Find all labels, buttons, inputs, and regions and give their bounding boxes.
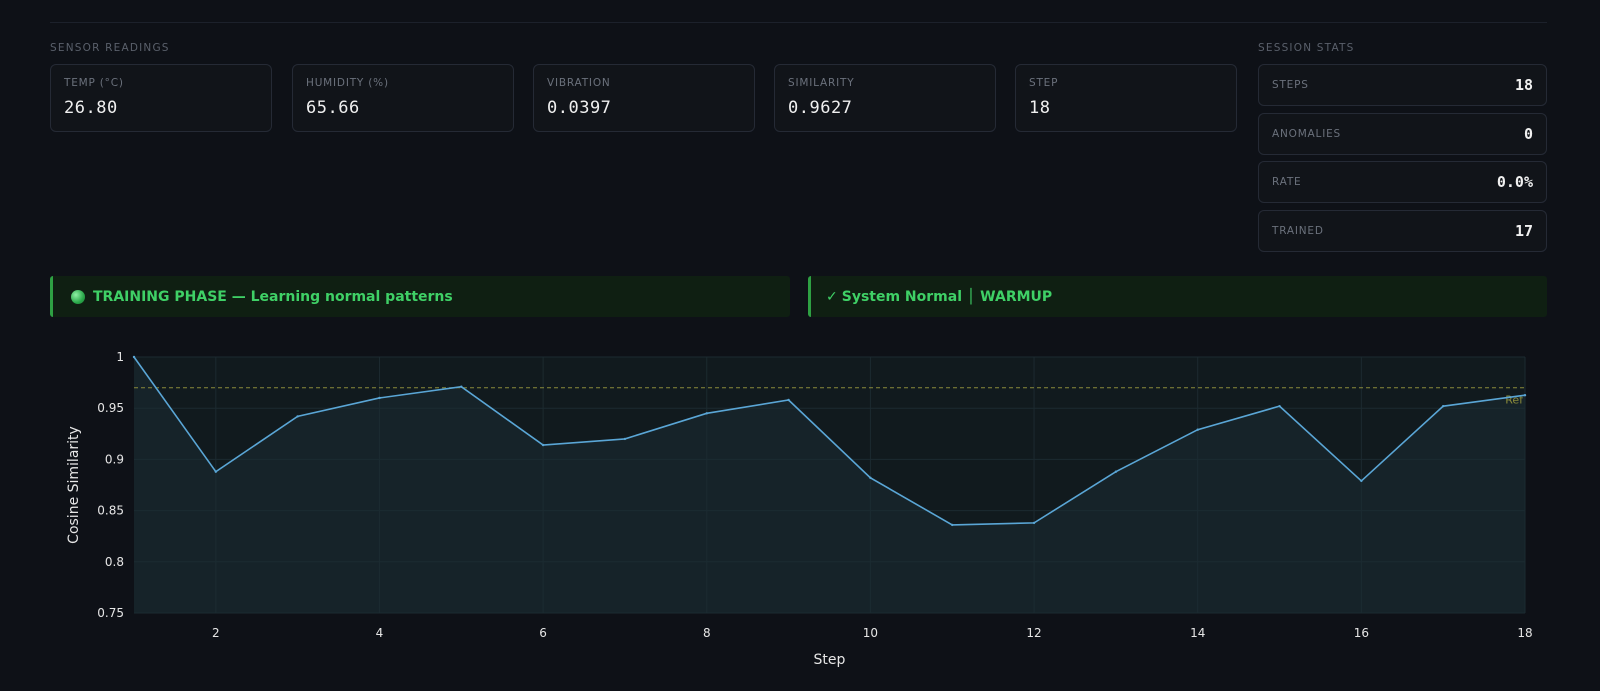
data-point <box>1196 428 1199 431</box>
data-point <box>951 523 954 527</box>
card-value: 0.0397 <box>547 98 612 118</box>
sensor-card-similarity: SIMILARITY 0.9627 <box>774 64 996 132</box>
x-tick-label: 16 <box>1354 626 1369 640</box>
x-tick-labels: 2 4 6 8 10 12 14 16 18 <box>212 626 1533 640</box>
x-tick-label: 6 <box>539 626 547 640</box>
card-value: 65.66 <box>306 98 360 118</box>
data-point <box>460 385 463 388</box>
sensor-card-vibration: VIBRATION 0.0397 <box>533 64 755 132</box>
y-tick-label: 0.75 <box>97 606 124 620</box>
data-points <box>132 355 1527 527</box>
stat-value: 0 <box>1523 125 1533 143</box>
stat-value: 17 <box>1514 222 1533 240</box>
data-point <box>378 396 381 400</box>
stat-label: TRAINED <box>1272 225 1324 237</box>
x-tick-label: 18 <box>1517 626 1532 640</box>
y-tick-labels: 0.75 0.8 0.85 0.9 0.95 1 <box>97 350 124 620</box>
card-value: 18 <box>1029 98 1051 118</box>
stat-label: RATE <box>1272 176 1302 188</box>
training-phase-banner: TRAINING PHASE — Learning normal pattern… <box>50 276 790 317</box>
data-point <box>541 443 545 447</box>
y-axis-label: Cosine Similarity <box>66 426 82 544</box>
card-value: 26.80 <box>64 98 118 118</box>
y-tick-label: 0.95 <box>97 401 124 415</box>
card-label: STEP <box>1029 77 1059 89</box>
x-tick-label: 2 <box>212 626 220 640</box>
data-point <box>1278 404 1281 408</box>
data-point <box>132 355 136 359</box>
similarity-chart: Ref 2 4 6 8 10 12 14 16 18 0.750.80.850.90.951 S… <box>66 350 1533 668</box>
data-point <box>1523 393 1527 397</box>
session-stats-title: SESSION STATS <box>1258 42 1355 54</box>
stat-rate: RATE 0.0% <box>1258 161 1547 203</box>
check-icon: ✓ <box>826 288 838 305</box>
similarity-line <box>133 356 1526 526</box>
data-point <box>869 476 872 480</box>
y-tick-label: 0.8 <box>105 555 124 569</box>
stat-label: ANOMALIES <box>1272 128 1341 140</box>
stat-trained: TRAINED 17 <box>1258 210 1547 252</box>
data-point <box>296 415 299 418</box>
top-divider <box>50 22 1547 23</box>
card-label: VIBRATION <box>547 77 611 89</box>
data-point <box>1360 479 1363 483</box>
y-tick-label: 0.85 <box>97 504 124 518</box>
data-point <box>214 470 218 473</box>
card-value: 0.9627 <box>788 98 853 118</box>
x-tick-label: 14 <box>1190 626 1205 640</box>
green-dot-icon <box>71 289 85 304</box>
x-tick-label: 10 <box>863 626 878 640</box>
similarity-area <box>134 357 1525 613</box>
x-tick-label: 8 <box>703 626 711 640</box>
stat-steps: STEPS 18 <box>1258 64 1547 106</box>
data-point <box>1032 521 1036 525</box>
stat-anomalies: ANOMALIES 0 <box>1258 113 1547 155</box>
x-tick-label: 12 <box>1026 626 1041 640</box>
training-phase-text: TRAINING PHASE — Learning normal pattern… <box>93 288 453 305</box>
stat-label: STEPS <box>1272 79 1309 91</box>
data-point <box>1441 404 1445 408</box>
sensor-card-step: STEP 18 <box>1015 64 1237 132</box>
x-tick-label: 4 <box>376 626 384 640</box>
card-label: SIMILARITY <box>788 77 855 89</box>
sensor-card-temp: TEMP (°C) 26.80 <box>50 64 272 132</box>
card-label: TEMP (°C) <box>64 77 124 89</box>
data-point <box>1114 470 1118 473</box>
system-status-text: System Normal │ WARMUP <box>841 288 1053 305</box>
data-point <box>623 437 627 441</box>
data-point <box>705 412 708 415</box>
card-label: HUMIDITY (%) <box>306 77 389 89</box>
system-status-banner: ✓ System Normal │ WARMUP <box>808 276 1547 317</box>
data-point <box>787 398 790 402</box>
stat-value: 0.0% <box>1496 173 1533 191</box>
y-tick-label: 0.9 <box>105 452 124 466</box>
y-tick-label: 1 <box>116 350 124 364</box>
x-axis-label: Step <box>814 652 846 668</box>
stat-value: 18 <box>1514 76 1533 94</box>
sensor-readings-title: SENSOR READINGS <box>50 42 170 54</box>
sensor-card-humidity: HUMIDITY (%) 65.66 <box>292 64 514 132</box>
